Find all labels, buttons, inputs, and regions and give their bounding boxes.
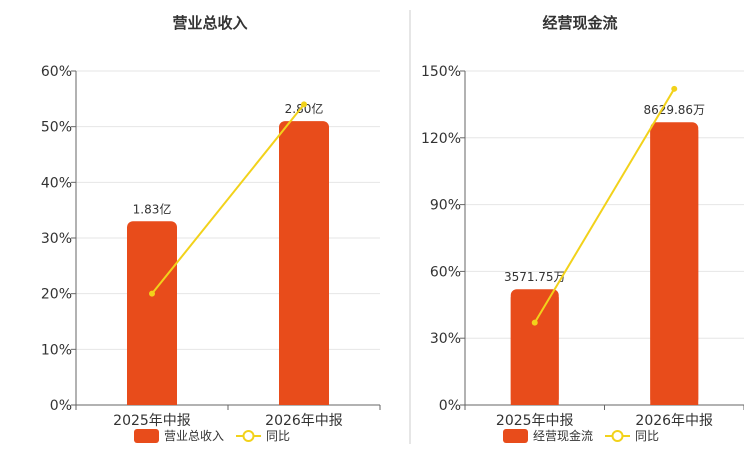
revenue-chart: 营业总收入 0% 10% 20% 30% 40% 50% 60% 1.83亿 2.80亿 2025年…: [41, 14, 381, 443]
legend-line-marker: [611, 430, 624, 442]
y-tick-label: 90%: [430, 198, 461, 214]
y-tick-label: 50%: [41, 120, 72, 136]
y-tick-label: 20%: [41, 287, 72, 303]
yoy-line: [533, 88, 676, 324]
y-tick-label: 60%: [430, 264, 461, 280]
bar-data-label: 2.80亿: [285, 101, 324, 116]
y-tick-label: 10%: [41, 342, 72, 358]
y-tick-label: 30%: [41, 231, 72, 247]
bar-data-label: 3571.75万: [504, 270, 566, 284]
x-category-label: 2026年中报: [635, 413, 713, 429]
x-category-label: 2026年中报: [265, 413, 343, 429]
chart-title: 经营现金流: [542, 14, 617, 32]
bar-data-label: 1.83亿: [133, 201, 172, 216]
legend-bar-swatch[interactable]: [503, 429, 528, 443]
y-tick-label: 0%: [50, 398, 72, 414]
cashflow-chart: 经营现金流 0% 30% 60% 90% 120% 150% 3571.75万 8629.86万…: [421, 14, 744, 443]
x-category-label: 2025年中报: [496, 413, 574, 429]
y-tick-label: 60%: [41, 64, 72, 80]
y-tick-label: 120%: [421, 131, 461, 147]
legend-bar-label[interactable]: 营业总收入: [164, 429, 224, 443]
yoy-point[interactable]: [671, 85, 678, 92]
bar-base: [127, 229, 177, 405]
legend-line-marker: [242, 430, 255, 442]
bar-data-label: 8629.86万: [643, 103, 705, 117]
bar-base: [279, 129, 329, 405]
legend-line-label[interactable]: 同比: [266, 429, 290, 443]
y-tick-label: 30%: [430, 331, 461, 347]
bar-base: [510, 297, 559, 405]
legend-bar-label[interactable]: 经营现金流: [533, 428, 593, 443]
legend-bar-swatch[interactable]: [134, 429, 159, 443]
chart-title: 营业总收入: [172, 14, 247, 32]
legend-line-label[interactable]: 同比: [635, 429, 659, 443]
yoy-point[interactable]: [531, 319, 538, 326]
bar-base: [650, 130, 699, 406]
x-category-label: 2025年中报: [113, 413, 191, 429]
y-tick-label: 0%: [439, 398, 461, 414]
yoy-line: [151, 103, 305, 295]
yoy-point[interactable]: [301, 101, 307, 108]
y-tick-label: 40%: [41, 175, 72, 191]
y-tick-label: 150%: [421, 64, 461, 80]
yoy-point[interactable]: [149, 290, 155, 297]
